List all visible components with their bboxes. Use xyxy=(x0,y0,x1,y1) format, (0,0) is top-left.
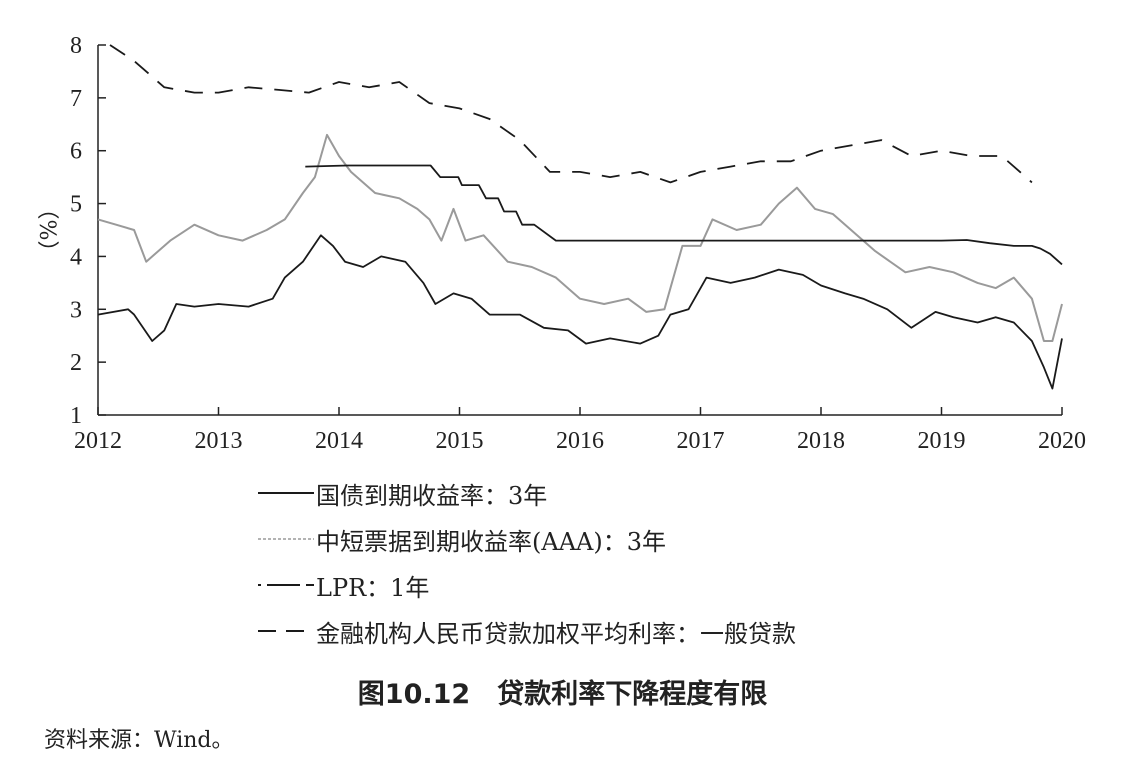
x-tick-label: 2020 xyxy=(1038,428,1086,454)
legend-item-treasury: 国债到期收益率：3年 xyxy=(258,470,796,516)
chart-axes: 1 2 3 4 5 6 7 8 2012 2013 2014 2015 2016 2017 2018 2019… xyxy=(70,33,1086,454)
x-tick-label: 2014 xyxy=(315,428,363,454)
legend-item-lpr: LPR：1年 xyxy=(258,562,796,608)
x-tick-label: 2013 xyxy=(195,428,243,454)
legend-swatch-dashdot xyxy=(258,584,314,586)
y-axis-label: （%） xyxy=(34,198,59,263)
y-tick-label: 2 xyxy=(70,350,82,376)
line-chart: 1 2 3 4 5 6 7 8 2012 2013 2014 2015 2016 2017 2018 2019… xyxy=(34,33,1086,454)
x-tick-label: 2018 xyxy=(797,428,845,454)
x-tick-label: 2017 xyxy=(677,428,725,454)
legend: 国债到期收益率：3年 中短票据到期收益率(AAA)：3年 LPR：1年 金融机构… xyxy=(258,470,796,654)
legend-swatch-gray xyxy=(258,538,314,540)
legend-label: 金融机构人民币贷款加权平均利率：一般贷款 xyxy=(316,619,796,648)
legend-swatch-dashed xyxy=(258,630,314,632)
legend-label: 中短票据到期收益率(AAA)：3年 xyxy=(316,527,666,556)
y-tick-label: 4 xyxy=(70,244,82,270)
y-tick-label: 1 xyxy=(70,403,82,429)
series-line-4 xyxy=(109,44,1033,184)
figure-caption: 图10.12 贷款利率下降程度有限 xyxy=(357,679,768,710)
y-tick-label: 5 xyxy=(70,192,82,218)
legend-item-loan-rate: 金融机构人民币贷款加权平均利率：一般贷款 xyxy=(258,608,796,654)
legend-label: 国债到期收益率：3年 xyxy=(316,481,548,510)
series-line-3 xyxy=(305,164,1063,266)
x-tick-label: 2016 xyxy=(556,428,604,454)
legend-label: LPR：1年 xyxy=(316,573,430,602)
y-tick-label: 8 xyxy=(70,33,82,59)
x-tick-label: 2012 xyxy=(74,428,122,454)
legend-swatch-solid-black xyxy=(258,492,314,494)
source-note: 资料来源：Wind。 xyxy=(44,728,234,753)
y-tick-label: 3 xyxy=(70,297,82,323)
series-line-1 xyxy=(97,234,1063,390)
x-tick-label: 2019 xyxy=(918,428,966,454)
y-tick-label: 7 xyxy=(70,86,82,112)
y-tick-label: 6 xyxy=(70,139,82,165)
x-tick-label: 2015 xyxy=(436,428,484,454)
legend-item-mtn: 中短票据到期收益率(AAA)：3年 xyxy=(258,516,796,562)
series-line-2 xyxy=(97,133,1063,342)
plot-area xyxy=(97,44,1063,390)
